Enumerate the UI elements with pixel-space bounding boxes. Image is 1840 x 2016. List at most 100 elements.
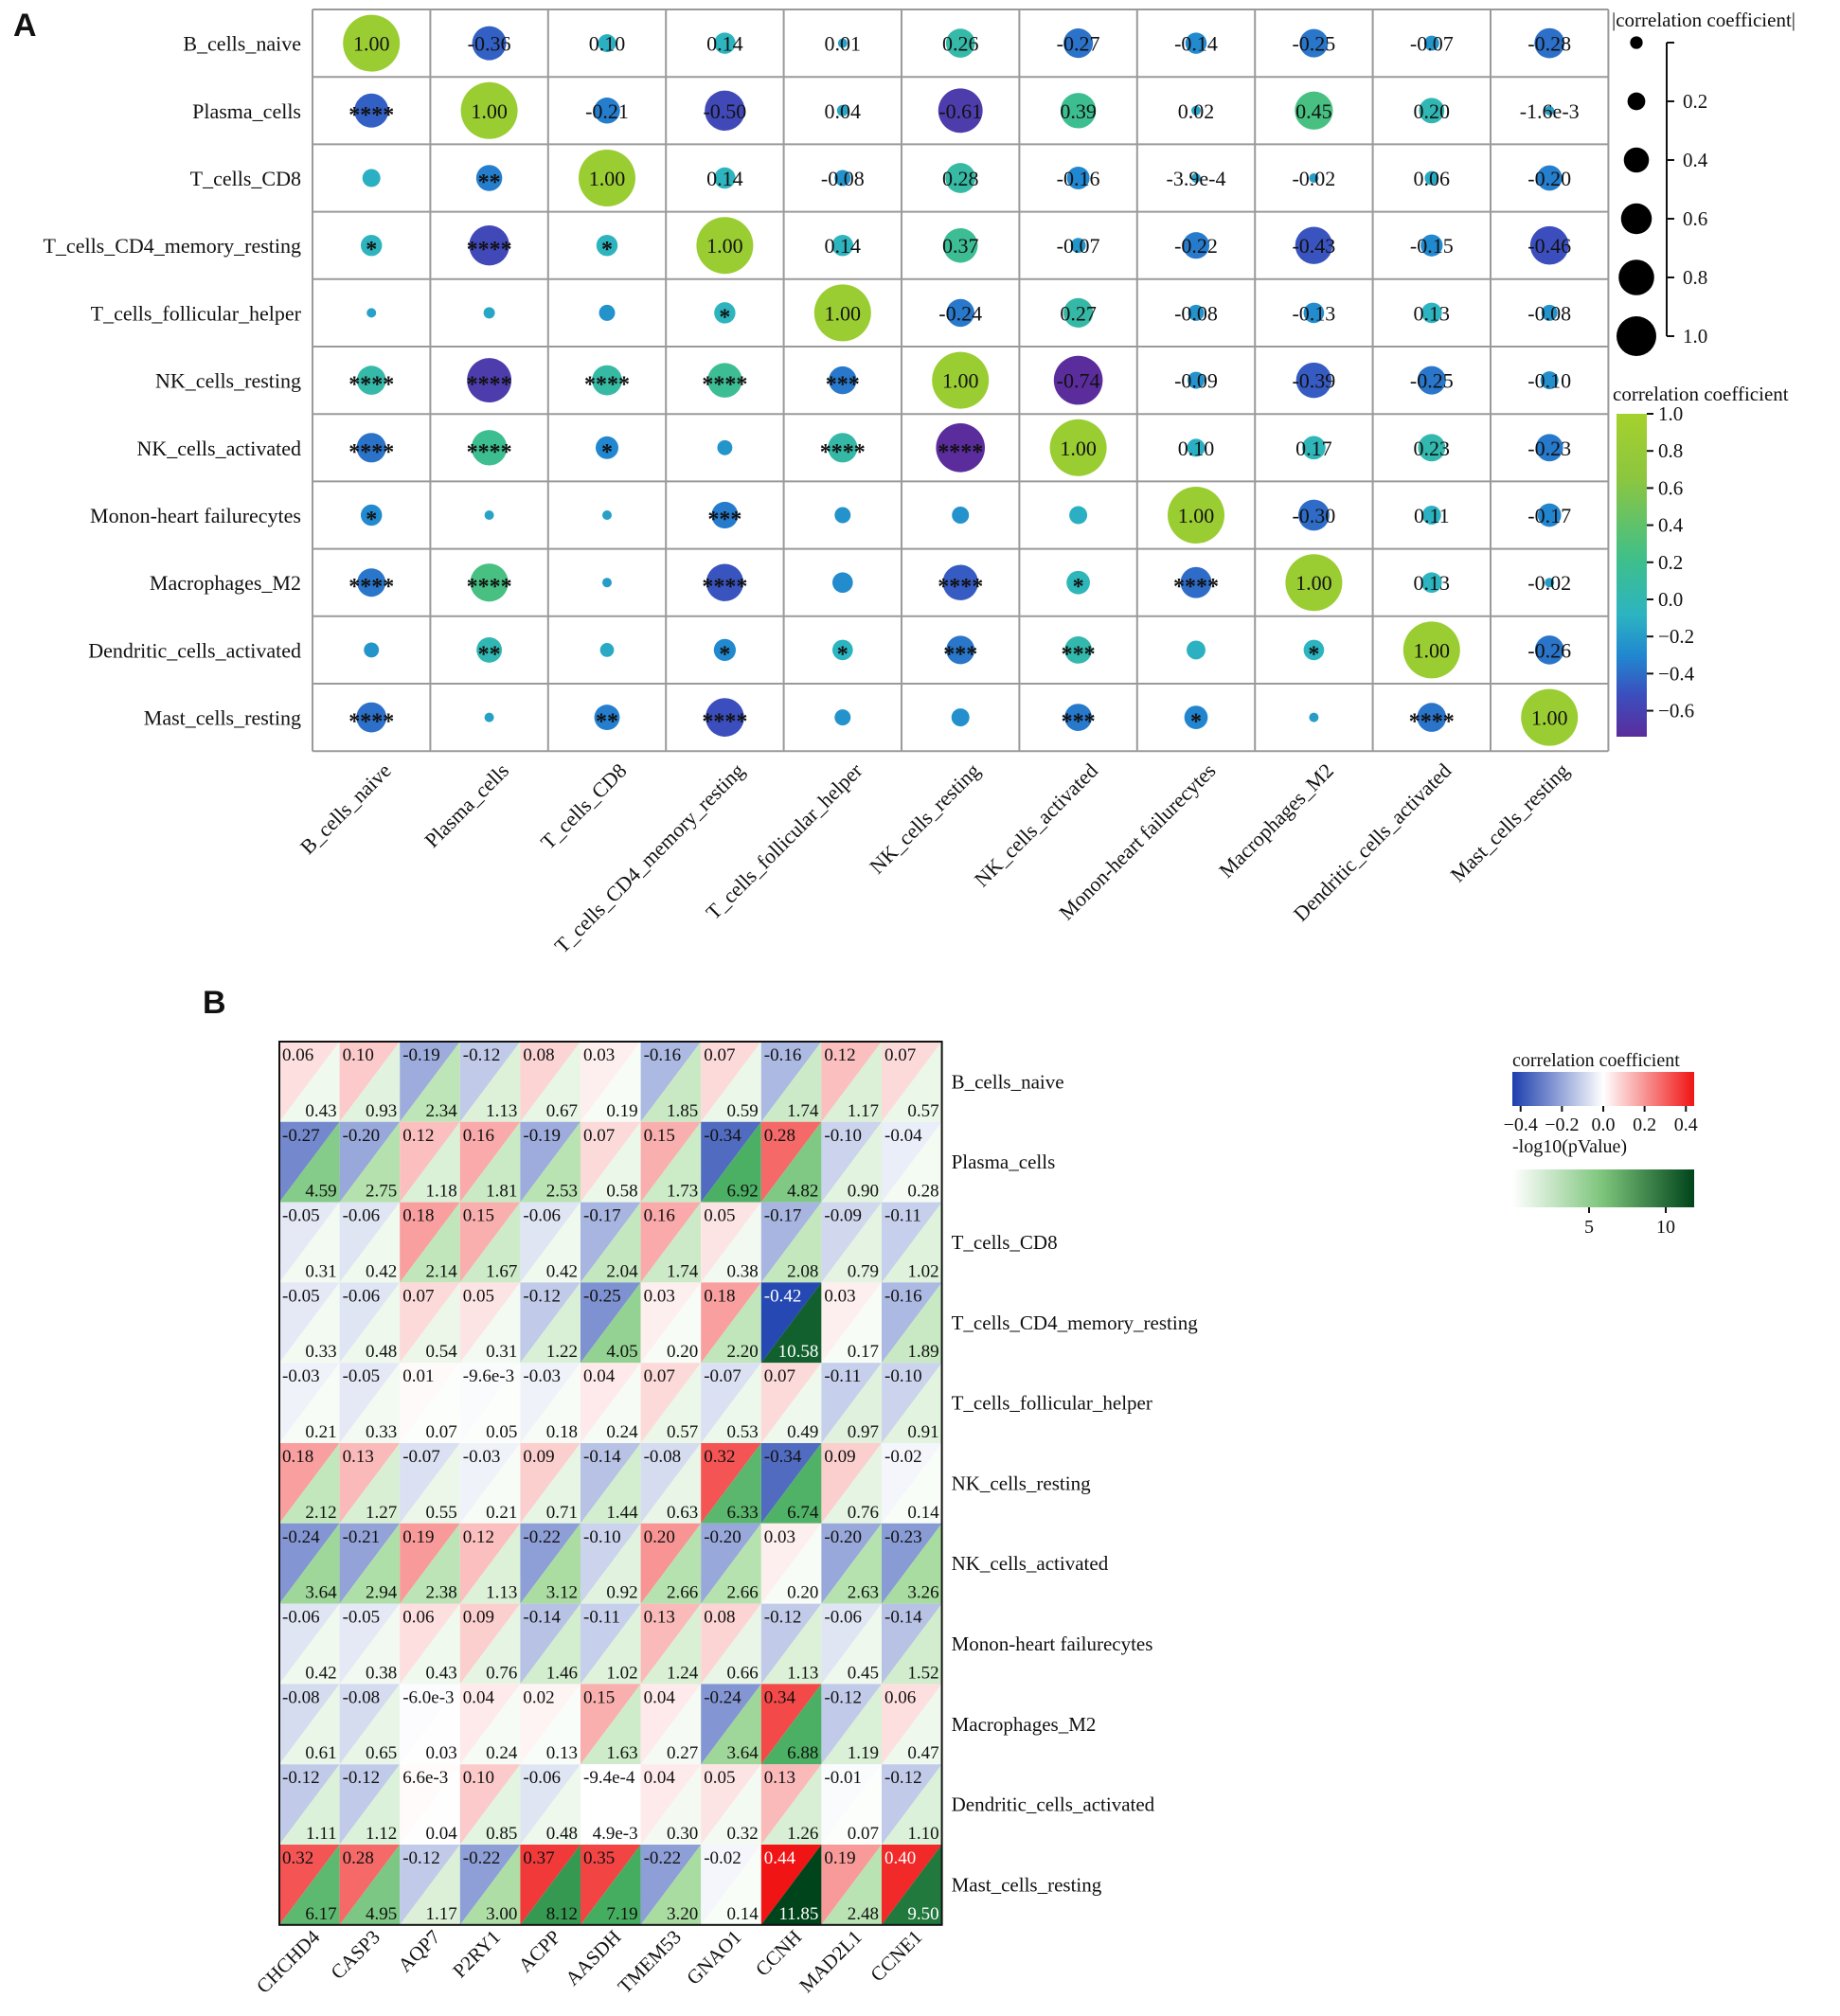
correlation-value: -0.08 (1174, 301, 1218, 325)
column-label: P2RY1 (448, 1925, 505, 1982)
pvalue-value: 10.58 (778, 1342, 819, 1362)
pvalue-value: 4.82 (787, 1182, 818, 1202)
pvalue-value: 0.66 (727, 1663, 759, 1683)
correlation-triangle (400, 1523, 460, 1604)
correlation-triangle (459, 1042, 521, 1122)
correlation-bubble (1297, 499, 1330, 531)
color-legend-label: 0.8 (1658, 439, 1683, 462)
pvalue-triangle (459, 1523, 521, 1604)
correlation-value: -0.03 (282, 1366, 320, 1386)
significance-stars: *** (826, 373, 860, 398)
pvalue-triangle (279, 1845, 340, 1925)
pvalue-value: 0.93 (366, 1101, 397, 1121)
row-label: NK_cells_activated (952, 1552, 1109, 1575)
pvalue-value: 1.81 (486, 1182, 517, 1202)
pvalue-triangle (760, 1443, 822, 1524)
correlation-bubble (1421, 506, 1441, 525)
correlation-value: 0.01 (825, 32, 862, 56)
correlation-value: -0.05 (282, 1286, 320, 1306)
pvalue-triangle (760, 1202, 822, 1283)
correlation-triangle (581, 1523, 641, 1604)
correlation-value: -0.20 (824, 1527, 862, 1547)
pvalue-value: 1.46 (546, 1663, 578, 1683)
pvalue-triangle (279, 1523, 340, 1604)
correlation-triangle (339, 1684, 401, 1765)
pvalue-triangle (459, 1684, 521, 1765)
pvalue-value: 3.64 (305, 1583, 337, 1603)
row-label: B_cells_naive (183, 32, 301, 56)
column-label: CASP3 (326, 1925, 384, 1984)
panel-a-legends: |correlation coefficient| 0.2 0.4 0.6 0.8 1.0… (1612, 9, 1795, 737)
correlation-value: -0.25 (1292, 32, 1335, 56)
pvalue-value: 1.02 (606, 1663, 637, 1683)
correlation-bubble (1420, 572, 1442, 594)
correlation-value: -0.10 (824, 1126, 862, 1146)
row-label: T_cells_follicular_helper (91, 301, 302, 325)
significance-stars: **** (702, 710, 747, 735)
pvalue-triangle (581, 1363, 641, 1443)
row-label: T_cells_CD8 (952, 1231, 1058, 1254)
correlation-triangle (520, 1282, 581, 1364)
significance-stars: ** (478, 170, 501, 195)
correlation-bubble (946, 298, 974, 328)
pvalue-value: 1.17 (848, 1101, 879, 1121)
correlation-triangle (640, 1363, 702, 1443)
correlation-value: 1.00 (825, 301, 862, 325)
pvalue-value: 0.48 (546, 1824, 578, 1844)
correlation-value: -0.36 (468, 32, 511, 56)
pvalue-value: 0.33 (305, 1342, 336, 1362)
correlation-value: 0.06 (884, 1687, 916, 1707)
correlation-triangle (640, 1202, 702, 1283)
correlation-bubble (1534, 635, 1564, 665)
color-legend-label: 0.2 (1658, 551, 1683, 574)
row-label: NK_cells_resting (952, 1472, 1091, 1494)
correlation-triangle (339, 1764, 401, 1845)
correlation-value: -0.14 (523, 1608, 561, 1628)
pvalue-triangle (339, 1202, 401, 1283)
correlation-bubble (942, 227, 978, 263)
pvalue-value: 3.00 (486, 1904, 517, 1924)
pvalue-value: 6.92 (727, 1182, 759, 1202)
correlation-value: -0.02 (1527, 571, 1571, 595)
pvalue-triangle (701, 1282, 761, 1364)
pvalue-triangle (882, 1684, 942, 1765)
correlation-value: 0.08 (523, 1045, 554, 1065)
correlation-value: 0.09 (824, 1447, 855, 1467)
column-label: CCNE1 (866, 1925, 926, 1986)
pvalue-triangle (640, 1121, 702, 1203)
correlation-value: -0.23 (1527, 437, 1571, 460)
correlation-value: -0.22 (644, 1848, 682, 1868)
correlation-value: 0.02 (523, 1687, 554, 1707)
correlation-value: -0.17 (1527, 504, 1571, 527)
correlation-value: -0.17 (583, 1206, 621, 1226)
correlation-triangle (459, 1684, 521, 1765)
pvalue-triangle (760, 1764, 822, 1845)
pvalue-value: 0.42 (366, 1261, 397, 1281)
pvalue-value: 0.47 (907, 1743, 938, 1763)
pvalue-triangle (821, 1443, 882, 1524)
correlation-bubble (1184, 705, 1208, 729)
heatmap-frame (278, 1041, 943, 1926)
pvalue-triangle (279, 1443, 340, 1524)
pvalue-triangle (339, 1603, 401, 1685)
pvalue-triangle (400, 1443, 460, 1524)
significance-stars: **** (820, 440, 866, 465)
correlation-value: 0.19 (402, 1527, 434, 1547)
pvalue-triangle (400, 1523, 460, 1604)
correlation-bubble (1521, 688, 1579, 746)
correlation-bubble (1529, 225, 1569, 265)
correlation-value: 1.00 (1531, 706, 1568, 730)
pvalue-triangle (400, 1684, 460, 1765)
pvalue-value: 6.74 (787, 1503, 819, 1523)
correlation-bubble (1540, 371, 1559, 390)
correlation-value: -3.9e-4 (1167, 167, 1226, 190)
significance-stars: * (719, 305, 730, 330)
pvalue-triangle (520, 1523, 581, 1604)
correlation-value: 0.03 (583, 1045, 615, 1065)
pvalue-value: 1.67 (486, 1261, 517, 1281)
pvalue-value: 1.22 (546, 1342, 578, 1362)
correlation-bubble (1060, 93, 1097, 129)
correlation-triangle (279, 1764, 340, 1845)
row-label: NK_cells_activated (137, 437, 302, 460)
pvalue-triangle (701, 1202, 761, 1283)
